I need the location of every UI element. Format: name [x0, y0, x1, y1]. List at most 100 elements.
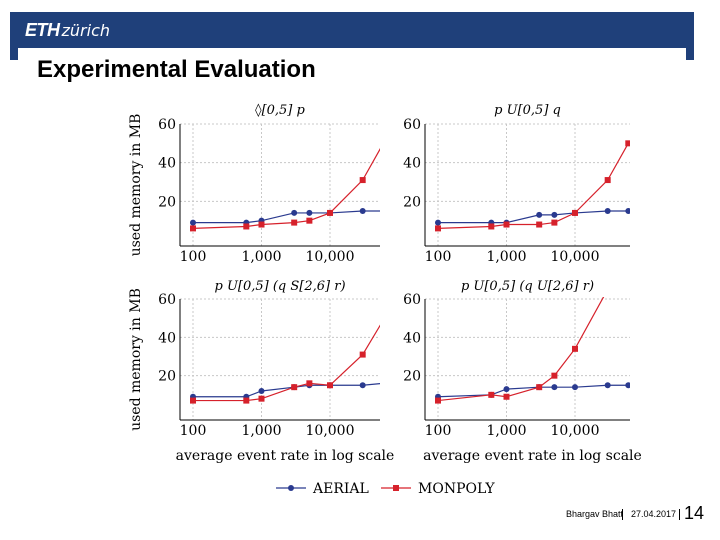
legend-marker-monpoly [393, 485, 399, 491]
x-tick-label: 1,000 [486, 423, 526, 439]
x-axis-label: average event rate in log scale [176, 448, 395, 464]
data-point-monpoly [190, 397, 196, 404]
data-point-aerial [625, 382, 630, 389]
series-line-aerial [193, 210, 380, 224]
x-axis-label: average event rate in log scale [423, 448, 642, 464]
data-point-monpoly [572, 345, 578, 352]
series-group [190, 317, 386, 404]
eth-logo: ETH zürich [25, 20, 110, 40]
y-tick-label: 40 [403, 330, 421, 346]
data-point-monpoly [380, 140, 386, 146]
data-point-aerial [572, 384, 578, 391]
data-point-monpoly [306, 380, 313, 387]
data-point-aerial [604, 208, 611, 214]
chart-title: p U[0,5] q [494, 103, 561, 118]
y-tick-label: 20 [158, 369, 176, 385]
chart-title: ◊[0,5] p [255, 103, 305, 118]
data-point-monpoly [306, 217, 313, 224]
chart-panel-2: 20 40 60 100 1,000 10,000 p U[0,5] q [403, 103, 630, 265]
series-line-aerial [437, 384, 629, 398]
y-tick-label: 40 [403, 156, 421, 172]
legend-label-aerial: AERIAL [312, 481, 369, 497]
header-accent-left [10, 48, 18, 60]
data-point-monpoly [380, 317, 386, 323]
data-point-monpoly [258, 395, 265, 402]
data-point-monpoly [503, 393, 510, 400]
data-point-monpoly [604, 177, 611, 184]
data-point-monpoly [435, 225, 441, 232]
series-group [435, 239, 631, 404]
data-point-aerial [551, 211, 558, 218]
data-point-monpoly [625, 239, 631, 245]
y-tick-label: 40 [158, 330, 176, 346]
chart-title: p U[0,5] (q S[2,6] r) [214, 279, 345, 294]
data-point-monpoly [327, 209, 333, 216]
data-point-aerial [380, 380, 386, 386]
y-axis-label: used memory in MB [128, 114, 144, 257]
y-tick-label: 60 [403, 292, 421, 308]
data-point-aerial [536, 211, 543, 218]
data-point-aerial [359, 208, 366, 214]
footer-separator [679, 509, 680, 520]
footer-separator [622, 509, 623, 520]
x-tick-label: 100 [425, 423, 452, 439]
chart-panel-4: 20 40 60 100 1,000 10,000 p U[0,5] (q U[2,6] r… [403, 239, 642, 464]
data-point-monpoly [536, 384, 543, 391]
y-tick-label: 60 [403, 117, 421, 133]
series-group [190, 140, 386, 232]
series-line-aerial [438, 210, 629, 224]
data-point-monpoly [551, 219, 558, 226]
chart-panel-3: 20 40 60 100 1,000 10,000 p U[0,5] (q S[2,6] r… [128, 279, 394, 464]
y-tick-label: 40 [158, 156, 176, 172]
data-point-monpoly [359, 177, 366, 184]
page-number: 14 [684, 503, 705, 523]
data-point-monpoly [488, 391, 495, 398]
data-point-monpoly [488, 223, 495, 230]
x-tick-label: 1,000 [241, 423, 281, 439]
data-point-monpoly [605, 286, 611, 292]
data-point-monpoly [503, 221, 510, 228]
y-tick-label: 20 [403, 369, 421, 385]
y-tick-label: 20 [403, 194, 421, 210]
data-point-monpoly [243, 223, 250, 230]
data-point-aerial [604, 382, 611, 389]
x-tick-label: 1,000 [241, 249, 281, 265]
data-point-monpoly [551, 372, 558, 379]
footer-date: 27.04.2017 [631, 509, 677, 519]
series-line-monpoly [437, 143, 629, 229]
y-tick-label: 60 [158, 292, 176, 308]
y-tick-label: 60 [158, 117, 176, 133]
data-point-monpoly [291, 384, 298, 391]
data-point-aerial [625, 208, 630, 214]
x-tick-label: 10,000 [306, 249, 355, 265]
data-point-aerial [258, 388, 265, 394]
data-point-monpoly [536, 221, 543, 228]
x-tick-label: 100 [180, 249, 207, 265]
data-point-monpoly [258, 221, 265, 228]
header-accent-right [686, 48, 694, 60]
data-point-monpoly [327, 382, 333, 389]
series-line-monpoly [193, 324, 380, 402]
data-point-aerial [435, 219, 441, 226]
x-tick-label: 1,000 [486, 249, 526, 265]
data-point-monpoly [435, 397, 441, 404]
y-tick-label: 20 [158, 194, 176, 210]
chart-title: p U[0,5] (q U[2,6] r) [461, 279, 594, 294]
y-axis-label: used memory in MB [128, 288, 144, 431]
x-tick-label: 10,000 [551, 249, 600, 265]
legend-label-monpoly: MONPOLY [418, 481, 495, 497]
series-group [435, 140, 630, 232]
data-point-aerial [503, 386, 510, 393]
data-point-aerial [291, 209, 298, 216]
x-tick-label: 10,000 [551, 423, 600, 439]
data-point-monpoly [625, 140, 630, 147]
data-point-aerial [190, 219, 196, 226]
legend: AERIAL MONPOLY [276, 481, 495, 497]
series-line-monpoly [437, 297, 605, 402]
footer-author: Bhargav Bhatt [566, 509, 624, 519]
series-line-aerial [193, 383, 380, 398]
data-point-monpoly [291, 219, 298, 226]
data-point-monpoly [359, 351, 366, 358]
slide-title: Experimental Evaluation [37, 56, 316, 83]
